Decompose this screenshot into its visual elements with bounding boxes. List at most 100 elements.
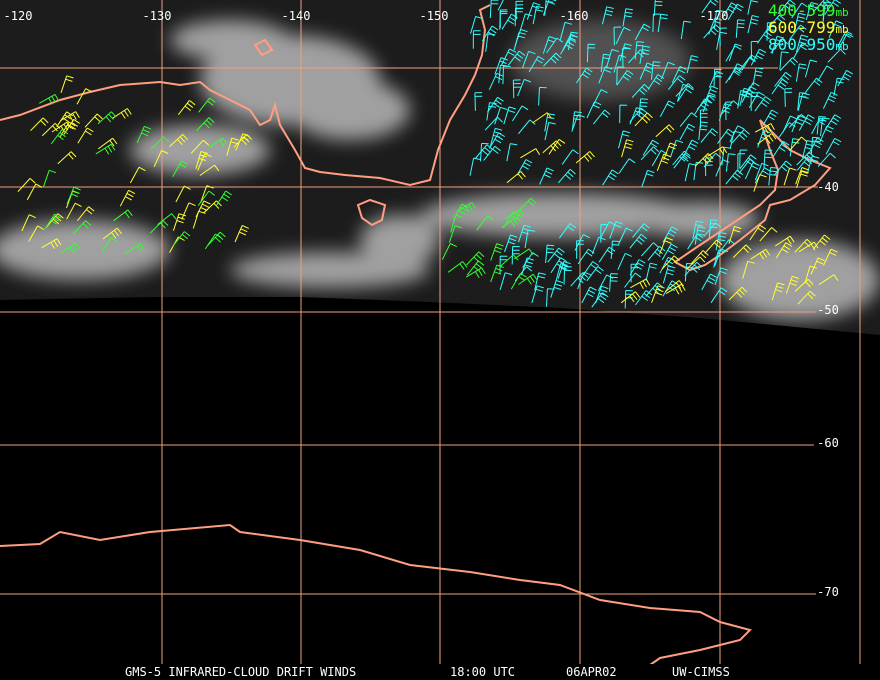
wind-barb [610,240,620,259]
wind-barb [581,261,599,277]
latitude-label: -70 [817,585,839,599]
wind-barb [66,186,81,205]
wind-barb [753,174,767,192]
wind-barb [716,31,728,50]
wind-barb [591,236,606,255]
wind-barb [774,235,795,247]
wind-barb [534,272,546,291]
wind-barb [517,78,532,97]
wind-barb [499,255,508,275]
wind-barb [528,55,545,73]
graticule [0,0,861,670]
wind-barb [197,190,215,206]
wind-barb [679,123,696,141]
wind-barb [561,149,579,165]
wind-barb [550,280,564,298]
wind-barb [200,185,214,203]
footer-date: 06APR02 [566,665,617,679]
wind-barb [233,134,253,148]
wind-barb [559,21,573,40]
wind-barb [838,33,854,50]
wind-barb [613,26,622,46]
wind-barb [805,77,823,93]
wind-barb [41,122,61,137]
wind-barb [707,146,728,157]
wind-barb [673,153,691,169]
wind-barb [792,42,809,59]
wind-barb [196,117,215,131]
wind-barb [622,8,633,27]
wind-barb [487,96,504,113]
coastlines [0,4,832,666]
wind-barb [470,16,483,34]
wind-barb [518,273,538,285]
footer-source: UW-CIMSS [672,665,730,679]
wind-barb [26,183,43,201]
wind-barb [642,139,659,156]
wind-barb [570,272,589,287]
wind-barb [702,94,716,113]
wind-barb [474,144,493,159]
wind-barb [632,223,650,238]
wind-barb [662,280,679,297]
wind-barb [774,71,792,87]
wind-barb [490,264,504,283]
wind-barb [704,85,719,104]
wind-barb [153,150,169,168]
wind-barb [725,169,744,185]
wind-barb [772,140,790,157]
wind-barb [517,197,537,212]
wind-barb [731,129,750,144]
wind-barb [507,50,526,66]
wind-barb [629,233,648,249]
wind-barb [609,273,618,292]
wind-barb [785,275,800,294]
wind-barb [796,151,815,166]
wind-barb [763,149,773,169]
wind-barb [207,231,226,246]
wind-barb [125,243,145,255]
wind-barb [97,111,117,125]
wind-barb [718,103,732,121]
wind-barb [518,224,532,243]
wind-barb [715,159,730,177]
wind-barb [494,57,508,75]
wind-barb [828,20,843,38]
wind-barb [686,55,699,74]
wind-barb [499,9,508,28]
wind-barb [725,153,736,172]
wind-barb [657,13,668,33]
wind-barb [634,290,653,306]
wind-barb [631,83,650,99]
wind-barb [503,106,517,125]
wind-barb [66,202,82,220]
wind-barb [775,242,793,259]
wind-barb [488,132,505,149]
wind-barb [645,262,658,281]
wind-barb [641,169,655,188]
wind-barb [516,159,533,176]
wind-barb [575,151,595,164]
wind-barb [810,257,825,275]
wind-barb [771,78,789,95]
wind-barb [119,189,136,207]
latitude-label: -60 [817,436,839,450]
wind-barb [659,100,676,118]
wind-barb [739,87,752,107]
wind-barb [441,243,458,260]
wind-barb [76,88,93,105]
wind-barb [618,158,636,174]
wind-barb [466,251,485,266]
wind-barb [622,47,630,67]
wind-barb [728,43,742,62]
wind-barb [21,214,37,232]
wind-barb [704,239,723,254]
wind-barb [808,137,824,155]
wind-barb [490,127,503,146]
wind-barb [634,23,651,41]
wind-barb [545,244,555,264]
wind-barb [586,266,604,282]
wind-barb [113,209,133,222]
wind-barb [812,0,831,13]
wind-barb [791,114,806,133]
